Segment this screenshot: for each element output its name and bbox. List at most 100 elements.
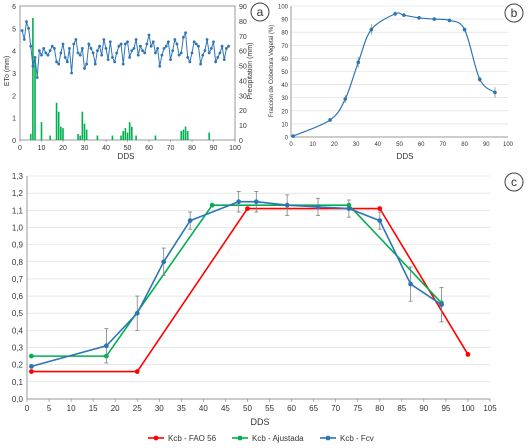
precipitation-bar <box>120 135 122 140</box>
panel-a-x-tick-label: 0 <box>18 145 22 152</box>
precipitation-bar <box>154 135 157 140</box>
legend-fcv-label: Kcb - Fcv <box>340 434 374 443</box>
panel-c-chart: 0,0 0,1 0,2 0,3 0,4 0,5 0,6 0,7 0,8 0,9 1,0 1,1 1,2 1… <box>12 172 497 443</box>
panel-b-badge-label: b <box>511 6 518 20</box>
panel-c-x-tick-label: 55 <box>265 404 274 413</box>
eto-point <box>179 51 183 55</box>
eto-point <box>160 53 164 57</box>
panel-a-y2-tick-label: 90 <box>239 4 247 11</box>
eto-point <box>132 47 136 50</box>
panel-b-y-tick-label: 80 <box>281 31 288 37</box>
panel-c-x-tick-label: 90 <box>419 404 428 413</box>
eto-point <box>203 49 207 53</box>
eto-point <box>42 47 46 50</box>
panel-b-x-tick-label: 90 <box>483 142 490 148</box>
kcb-fcv-point <box>284 202 290 208</box>
panel-b-chart: 0 10 20 30 40 50 60 70 80 90 100 0 10 20 30 40 50 60 70 80 9… <box>269 5 514 162</box>
eto-point <box>130 49 134 53</box>
kcb-ajustada-point <box>209 202 215 208</box>
cover-fraction-point <box>343 97 348 101</box>
eto-point <box>177 53 181 57</box>
panel-a-y-tick-label: 3 <box>12 71 16 78</box>
kcb-fao56-point <box>245 206 250 211</box>
panel-c-x-tick-label: 0 <box>25 404 30 413</box>
panel-a-y-tick-label: 1 <box>12 116 16 123</box>
eto-point <box>222 58 226 61</box>
panel-a-y-tick-label: 0 <box>12 138 16 145</box>
panel-c-y-tick-label: 0,2 <box>12 361 24 370</box>
kcb-fcv-point <box>103 343 109 349</box>
panel-b-y-tick-label: 40 <box>281 83 288 89</box>
legend-fao56-swatch-marker <box>153 435 159 441</box>
eto-point <box>162 47 166 50</box>
panel-c-x-tick-label: 100 <box>461 404 475 413</box>
precipitation-bar <box>62 128 64 140</box>
eto-point <box>44 51 48 55</box>
eto-point <box>63 55 67 59</box>
panel-a-y-tick-label: 4 <box>12 49 16 56</box>
eto-point <box>171 49 175 53</box>
kcb-fao56-point <box>465 352 471 357</box>
panel-b-x-tick-label: 30 <box>353 142 360 148</box>
panel-c-x-tick-label: 15 <box>89 404 98 413</box>
precipitation-bar <box>122 131 124 140</box>
panel-c-x-tick-label: 35 <box>177 404 186 413</box>
panel-b-x-tick-label: 0 <box>289 142 293 148</box>
panel-a-x-tick-label: 90 <box>210 145 218 152</box>
panel-c-y-tick-label: 1,1 <box>12 206 24 215</box>
panel-a-x-tick-label: 40 <box>102 145 110 152</box>
panel-b-x-tick-label: 80 <box>461 142 468 148</box>
eto-point <box>220 44 224 48</box>
eto-point <box>53 47 56 50</box>
eto-point <box>158 64 162 68</box>
eto-point <box>65 60 69 64</box>
eto-point <box>78 53 82 57</box>
eto-point <box>205 38 209 41</box>
precipitation-bar <box>186 131 189 140</box>
precipitation-bar <box>55 102 58 140</box>
panel-a-y2-tick-label: 30 <box>239 93 247 100</box>
legend-fao56-label: Kcb - FAO 56 <box>168 434 217 443</box>
panel-c-badge-label: c <box>511 175 517 189</box>
panel-a-y2-tick-label: 40 <box>239 78 247 85</box>
panel-c-x-tick-label: 25 <box>133 404 142 413</box>
eto-point <box>182 35 185 39</box>
eto-point <box>119 42 123 46</box>
eto-point <box>115 51 119 55</box>
eto-point <box>83 67 86 70</box>
cover-fraction-point <box>493 90 497 95</box>
precipitation-bar <box>126 132 129 140</box>
cover-fraction-point <box>417 15 421 20</box>
kcb-fcv-point <box>134 310 140 316</box>
panel-c-x-tick-label: 80 <box>375 404 384 413</box>
cover-fraction-point <box>291 134 295 138</box>
eto-point <box>50 44 54 48</box>
panel-b-y-tick-label: 90 <box>281 18 288 24</box>
precipitation-bar <box>135 135 137 140</box>
eto-point <box>216 55 220 59</box>
eto-point <box>166 40 170 44</box>
panel-a-y2-tick-label: 10 <box>239 123 247 130</box>
panel-c-x-tick-label: 70 <box>331 404 340 413</box>
eto-point <box>143 51 147 55</box>
eto-point <box>35 76 39 79</box>
eto-point <box>214 60 218 64</box>
panel-a-y2-tick-label: 20 <box>239 108 247 115</box>
panel-a-x-tick-label: 70 <box>167 145 175 152</box>
eto-point <box>98 44 101 48</box>
panel-c-x-tick-label: 10 <box>67 404 76 413</box>
eto-point <box>188 60 192 64</box>
eto-point <box>31 64 35 68</box>
panel-c-y-tick-label: 1,3 <box>12 172 24 181</box>
panel-c-x-tick-label: 75 <box>353 404 362 413</box>
eto-point <box>22 38 26 41</box>
eto-point <box>76 51 80 55</box>
eto-point <box>104 47 108 50</box>
precipitation-bar <box>57 111 60 140</box>
panel-a-x-tick-label: 30 <box>81 145 89 152</box>
panel-c-y-tick-label: 0,3 <box>12 344 24 353</box>
eto-point <box>111 55 114 59</box>
panel-b-y-tick-label: 50 <box>281 70 288 76</box>
eto-point <box>70 71 73 75</box>
eto-point <box>87 42 91 46</box>
